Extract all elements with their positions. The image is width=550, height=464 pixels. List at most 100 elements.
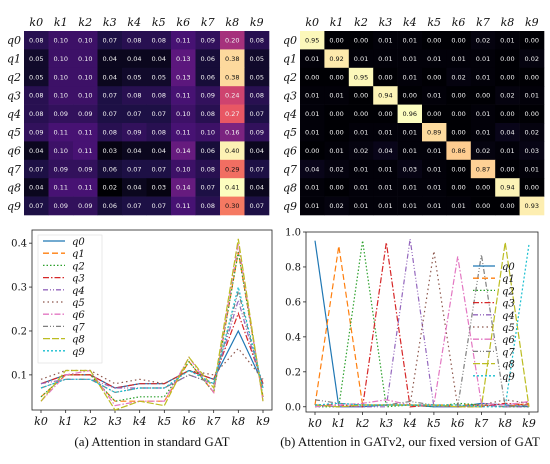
column-label-k5: k5 bbox=[152, 16, 166, 29]
cell-value-label: 0.01 bbox=[451, 202, 465, 210]
heatmap-cell bbox=[97, 104, 123, 124]
cell-value-label: 0.10 bbox=[54, 55, 68, 63]
cell-value-label: 0.00 bbox=[451, 165, 465, 173]
cell-value-label: 0.00 bbox=[451, 184, 465, 192]
heatmap-cell bbox=[348, 31, 374, 50]
legend-label-q5: q5 bbox=[502, 323, 515, 334]
line-chart-gatv2: 0.0 0.2 0.4 0.6 0.8 1.0 k0 k1 k2 k3 k4 k5 k6 k7 k8 k9 q0… bbox=[285, 228, 539, 430]
cell-value-label: 0.07 bbox=[127, 110, 141, 118]
cell-value-label: 0.01 bbox=[305, 110, 319, 118]
cell-value-label: 0.11 bbox=[54, 184, 68, 192]
cell-value-label: 0.01 bbox=[378, 184, 392, 192]
cell-value-label: 0.06 bbox=[201, 147, 215, 155]
plot-frame bbox=[31, 229, 273, 411]
row-label-q0: q0 bbox=[283, 34, 297, 47]
y-tick-label: 1.0 bbox=[285, 228, 301, 239]
heatmap-cell bbox=[220, 31, 245, 50]
heatmap-cell bbox=[73, 31, 98, 50]
heatmap-cell bbox=[397, 178, 423, 197]
cell-value-label: 0.04 bbox=[250, 184, 264, 192]
cell-value-label: 0.00 bbox=[427, 110, 441, 118]
cell-value-label: 0.06 bbox=[201, 55, 215, 63]
cell-value-label: 0.04 bbox=[127, 55, 141, 63]
cell-value-label: 0.08 bbox=[152, 129, 166, 137]
cell-value-label: 0.04 bbox=[500, 129, 514, 137]
heatmap-cell bbox=[470, 86, 496, 105]
cell-value-label: 0.00 bbox=[500, 73, 514, 81]
heatmap-cell bbox=[300, 159, 325, 179]
cell-value-label: 0.01 bbox=[427, 165, 441, 173]
cell-value-label: 0.11 bbox=[176, 37, 190, 45]
series-line-q4 bbox=[40, 298, 264, 389]
heatmap-cell bbox=[470, 159, 496, 179]
heatmap-cell bbox=[24, 31, 49, 50]
cell-value-label: 0.03 bbox=[525, 147, 539, 155]
cell-value-label: 0.01 bbox=[427, 202, 441, 210]
heatmap-cell bbox=[146, 104, 172, 124]
cell-value-label: 0.14 bbox=[176, 147, 190, 155]
legend-label-q2: q2 bbox=[502, 286, 515, 297]
heatmap-cell bbox=[48, 159, 74, 179]
cell-value-label: 0.07 bbox=[152, 110, 166, 118]
heatmap-cell bbox=[495, 67, 520, 87]
cell-value-label: 0.11 bbox=[78, 129, 92, 137]
heatmap-cell bbox=[446, 49, 472, 69]
cell-value-label: 0.95 bbox=[305, 37, 319, 45]
cell-value-label: 0.00 bbox=[525, 110, 539, 118]
row-label-q6: q6 bbox=[283, 145, 297, 158]
cell-value-label: 0.10 bbox=[54, 73, 68, 81]
heatmap-cell bbox=[470, 141, 496, 161]
cell-value-label: 0.03 bbox=[152, 184, 166, 192]
y-tick-label: 0.1 bbox=[11, 370, 27, 381]
cell-value-label: 0.05 bbox=[29, 73, 43, 81]
heatmap-cell bbox=[73, 67, 98, 87]
x-tick-label-k6: k6 bbox=[451, 417, 465, 430]
cell-value-label: 0.04 bbox=[127, 147, 141, 155]
heatmap-cell bbox=[73, 49, 98, 69]
cell-value-label: 0.07 bbox=[250, 110, 264, 118]
cell-value-label: 0.00 bbox=[500, 165, 514, 173]
heatmap-cell bbox=[348, 123, 374, 142]
cell-value-label: 0.01 bbox=[354, 202, 368, 210]
column-label-k5: k5 bbox=[427, 16, 441, 29]
cell-value-label: 0.10 bbox=[78, 73, 92, 81]
cell-value-label: 0.09 bbox=[54, 110, 68, 118]
heatmap-cell bbox=[48, 104, 74, 124]
row-label-q4: q4 bbox=[7, 108, 21, 121]
cell-value-label: 0.89 bbox=[427, 129, 441, 137]
cell-value-label: 0.00 bbox=[329, 37, 343, 45]
heatmap-cell bbox=[519, 141, 545, 161]
legend-label-q2: q2 bbox=[72, 261, 85, 272]
cell-value-label: 0.01 bbox=[403, 202, 417, 210]
heatmap-cell bbox=[300, 104, 325, 124]
cell-value-label: 0.08 bbox=[29, 37, 43, 45]
x-tick-label-k8: k8 bbox=[498, 417, 512, 430]
x-tick-label-k9: k9 bbox=[256, 415, 270, 428]
cell-value-label: 0.00 bbox=[525, 37, 539, 45]
cell-value-label: 0.00 bbox=[305, 73, 319, 81]
heatmap-cell bbox=[220, 123, 245, 142]
legend-label-q0: q0 bbox=[72, 237, 85, 248]
row-label-q7: q7 bbox=[7, 163, 21, 176]
cell-value-label: 0.01 bbox=[305, 92, 319, 100]
cell-value-label: 0.00 bbox=[476, 184, 490, 192]
cell-value-label: 0.01 bbox=[427, 92, 441, 100]
legend-label-q8: q8 bbox=[72, 335, 85, 346]
heatmap-cell bbox=[171, 178, 196, 197]
caption-gatv2: (b) Attention in GATv2, our fixed versio… bbox=[280, 434, 540, 449]
x-tick-label-k4: k4 bbox=[133, 415, 147, 428]
cell-value-label: 0.29 bbox=[225, 165, 239, 173]
y-tick-label: 0.0 bbox=[285, 402, 301, 413]
cell-value-label: 0.01 bbox=[525, 165, 539, 173]
heatmap-cell bbox=[422, 104, 447, 124]
column-label-k8: k8 bbox=[501, 16, 515, 29]
cell-value-label: 0.07 bbox=[152, 202, 166, 210]
row-label-q2: q2 bbox=[283, 71, 297, 84]
series-line-q8 bbox=[40, 238, 264, 411]
heatmap-cell bbox=[195, 141, 221, 161]
y-tick-label: 0.6 bbox=[285, 297, 301, 308]
heatmap-cell bbox=[122, 49, 147, 69]
heatmap-cell bbox=[519, 49, 545, 69]
cell-value-label: 0.01 bbox=[403, 184, 417, 192]
heatmap-cell bbox=[470, 31, 496, 50]
